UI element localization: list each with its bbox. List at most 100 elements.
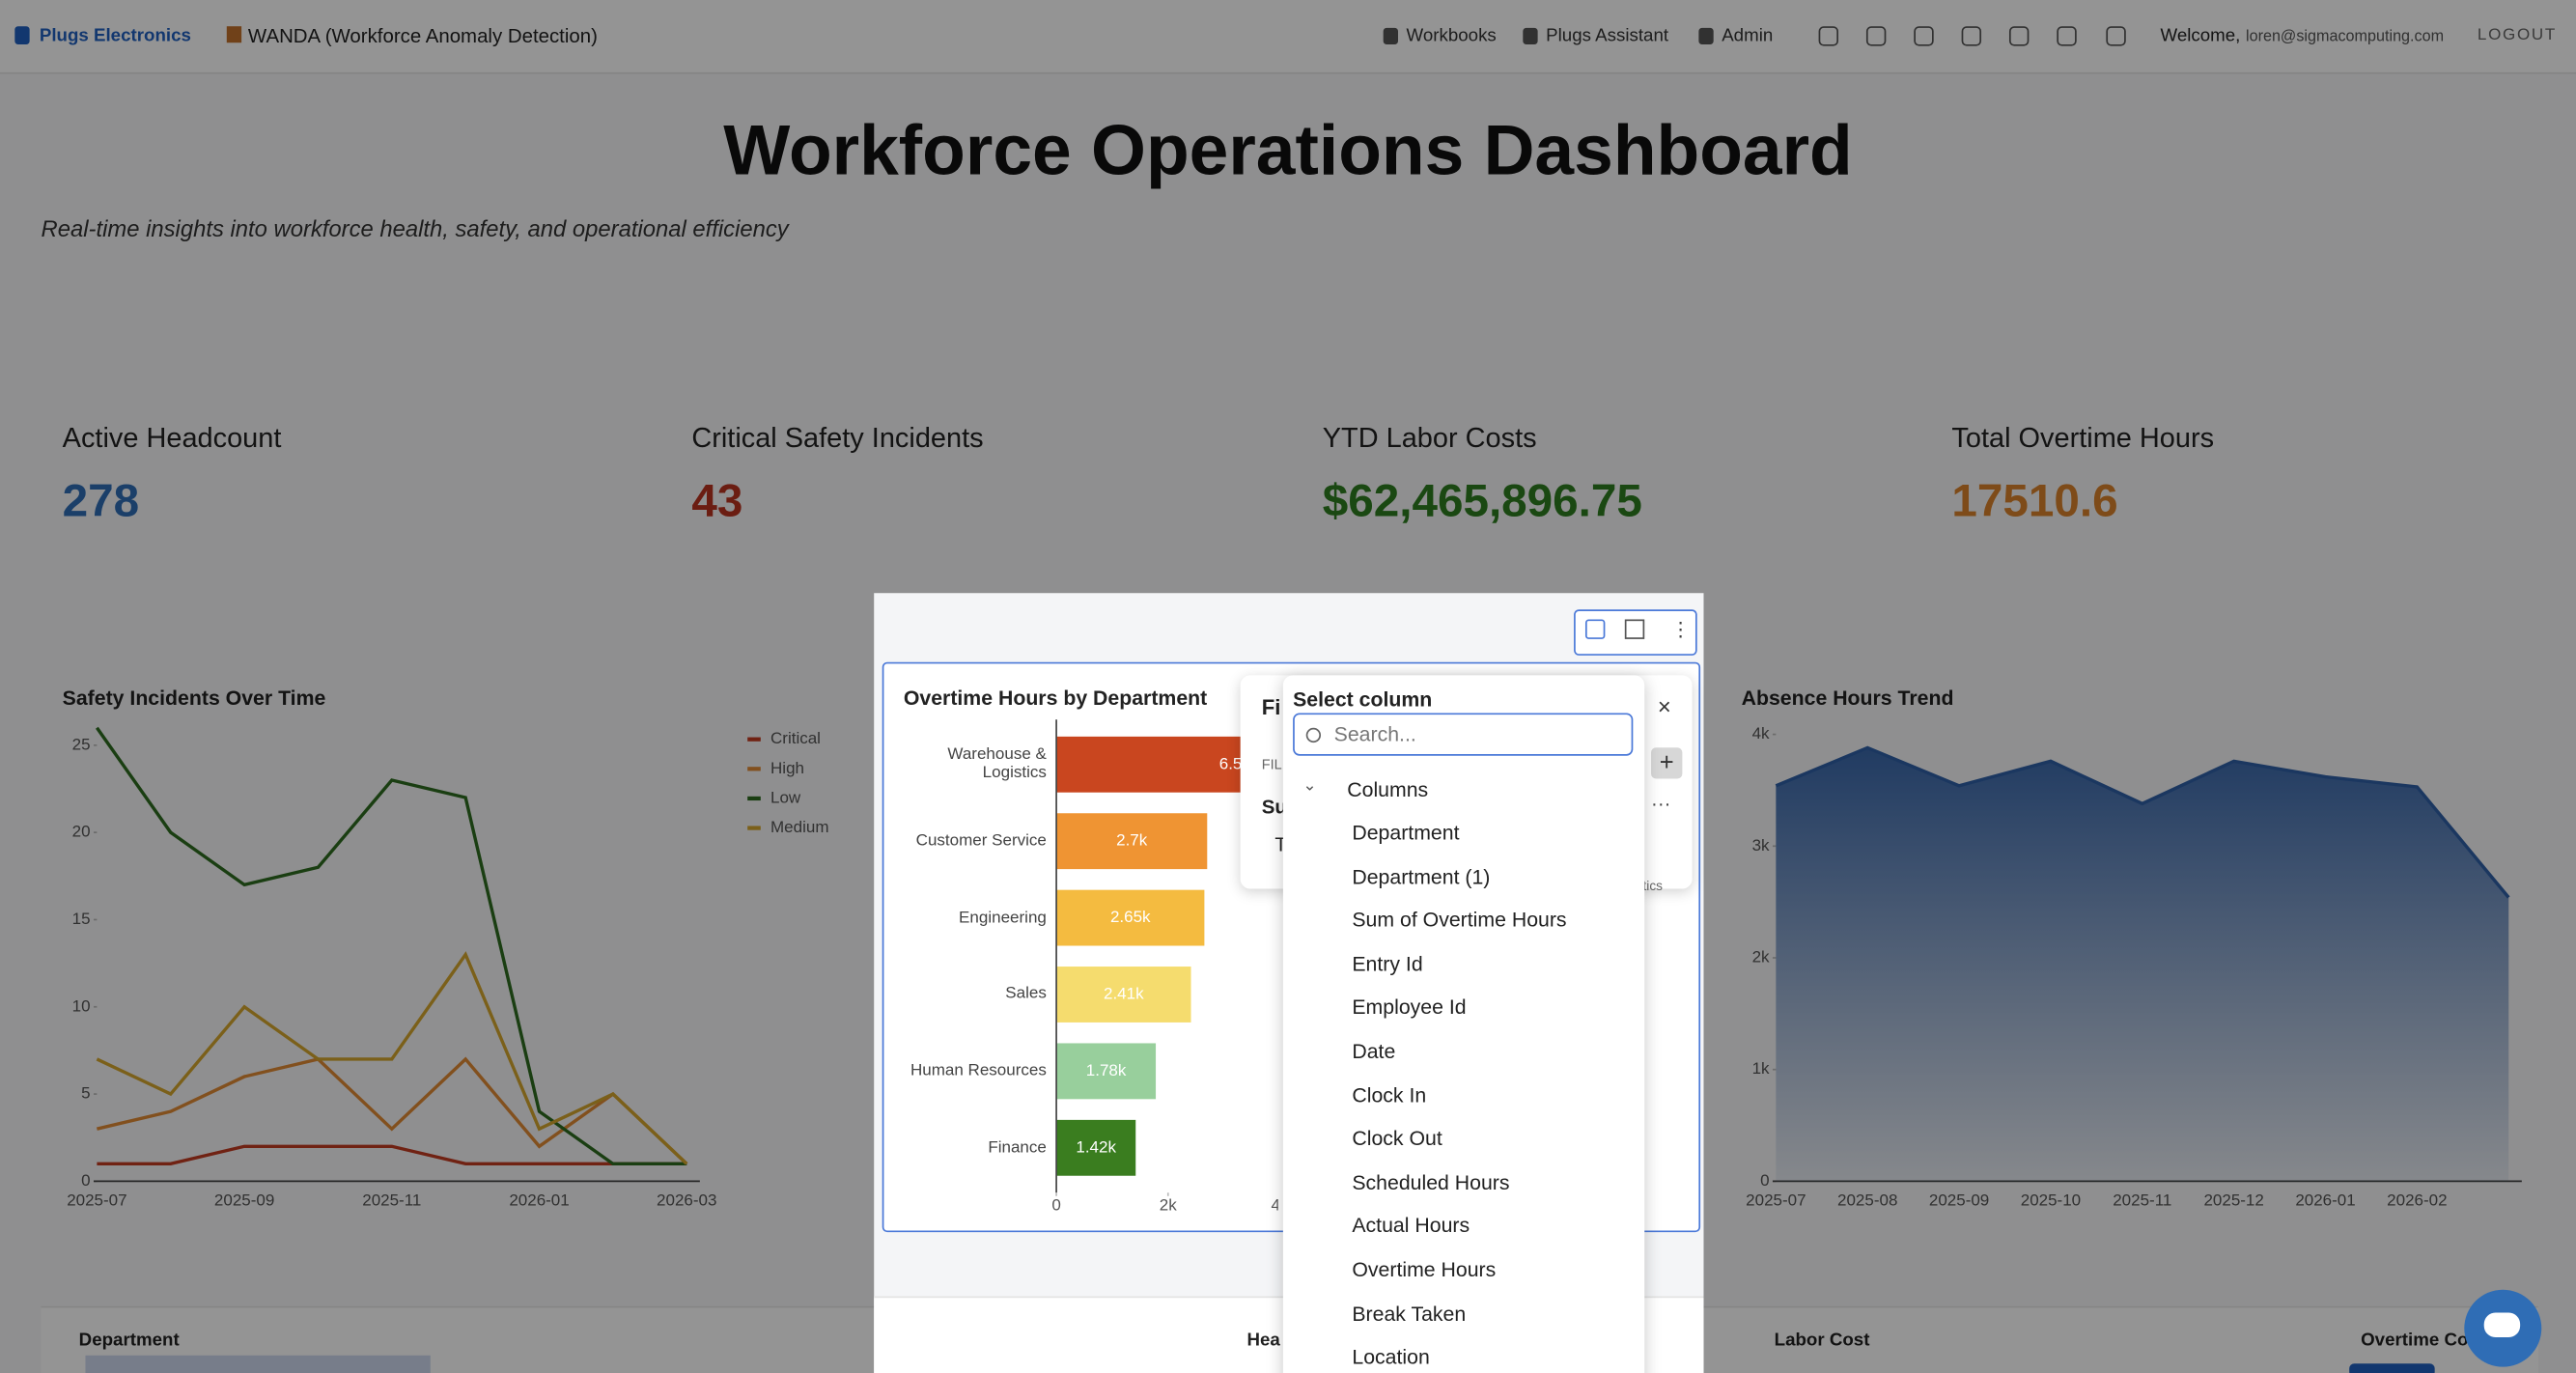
y-tick-label: Customer Service <box>915 831 1047 851</box>
column-option[interactable]: Location <box>1352 1345 1430 1369</box>
y-tick-label: 10 <box>72 996 91 1015</box>
column-option[interactable]: Clock Out <box>1352 1127 1442 1151</box>
close-button[interactable]: × <box>1657 693 1671 720</box>
table-header[interactable]: Overtime Cos <box>2361 1331 2478 1351</box>
app-name[interactable]: WANDA (Workforce Anomaly Detection) <box>247 24 598 48</box>
y-tick-label: Engineering <box>959 909 1047 927</box>
column-option[interactable]: Department <box>1352 821 1460 845</box>
brand[interactable]: Plugs Electronics <box>39 26 191 46</box>
search-input[interactable] <box>1293 713 1634 756</box>
kpi-label: Critical Safety Incidents <box>691 422 984 454</box>
icon-button[interactable] <box>1818 26 1839 46</box>
chart-title: Overtime Hours by Department <box>903 686 1208 711</box>
top-bar <box>0 0 2576 74</box>
filter-icon[interactable] <box>1584 619 1606 639</box>
page-subtitle: Real-time insights into workforce health… <box>41 214 789 242</box>
y-tick-label: 3k <box>1752 836 1770 855</box>
column-option[interactable]: Sum of Overtime Hours <box>1352 909 1567 933</box>
icon-button[interactable] <box>2008 26 2030 46</box>
nav-icon <box>1383 27 1399 44</box>
x-tick-label: 2025-11 <box>362 1191 421 1209</box>
bar-value-label: 2.41k <box>1104 984 1144 1002</box>
kpi-value: $62,465,896.75 <box>1322 474 1642 526</box>
x-tick-label: 2026-03 <box>657 1191 716 1209</box>
welcome: Welcome, <box>2160 26 2241 46</box>
x-tick-label: 2025-09 <box>1929 1191 1989 1209</box>
area-line <box>1775 745 2510 899</box>
column-option[interactable]: Date <box>1352 1040 1396 1063</box>
x-tick-label: 2025-09 <box>214 1191 274 1209</box>
bar <box>1056 967 1191 1023</box>
filter-label: FIL <box>1261 755 1282 772</box>
filter-note: tics <box>1642 879 1663 894</box>
kpi-label: Active Headcount <box>62 422 282 454</box>
legend-label: High <box>770 759 804 777</box>
icon-button[interactable] <box>2106 26 2126 46</box>
line-series <box>96 1056 688 1165</box>
table-header[interactable]: Labor Cost <box>1774 1331 1870 1351</box>
bar-value-label: 1.42k <box>1076 1137 1116 1156</box>
more-icon[interactable]: ⋮ <box>1670 617 1691 641</box>
legend-label: Low <box>770 788 801 806</box>
column-option[interactable]: Actual Hours <box>1352 1215 1470 1238</box>
kpi-value: 17510.6 <box>1951 474 2118 526</box>
x-tick-label: 2025-08 <box>1837 1191 1897 1209</box>
kpi-value: 43 <box>691 474 743 526</box>
bar <box>1056 1119 1136 1176</box>
column-group[interactable]: Columns <box>1347 778 1429 802</box>
bar <box>1056 813 1208 870</box>
y-tick-label: 1k <box>1752 1059 1770 1078</box>
icon-button[interactable] <box>2057 26 2077 46</box>
icon-button[interactable] <box>1865 26 1887 46</box>
x-tick-label: 2026-01 <box>509 1191 569 1209</box>
kpi-label: YTD Labor Costs <box>1322 422 1537 454</box>
column-option[interactable]: Break Taken <box>1352 1302 1467 1326</box>
logout[interactable]: LOGOUT <box>2477 26 2557 44</box>
legend-label: Critical <box>770 729 821 747</box>
y-tick-label: 20 <box>72 823 91 841</box>
filter-title: Fi <box>1261 694 1281 720</box>
filter-section: Su <box>1261 795 1287 819</box>
nav-link[interactable]: Workbooks <box>1406 26 1497 46</box>
icon-button[interactable] <box>1961 26 1982 46</box>
x-tick-label: 2025-10 <box>2021 1191 2081 1209</box>
column-option[interactable]: Scheduled Hours <box>1352 1170 1510 1194</box>
chevron[interactable]: ⌄ <box>1302 776 1317 796</box>
x-tick-label: 2025-11 <box>2113 1191 2171 1209</box>
table-icon[interactable] <box>1624 619 1645 639</box>
column-dropdown <box>1282 675 1645 1373</box>
nav-link[interactable]: Admin <box>1722 26 1774 46</box>
column-option[interactable]: Overtime Hours <box>1352 1258 1497 1282</box>
table-header[interactable]: Department <box>78 1331 180 1351</box>
x-tick-label: 4k <box>1272 1195 1289 1214</box>
table-header[interactable]: Hea <box>1246 1331 1280 1351</box>
line-series <box>97 1144 687 1166</box>
y-tick-label: 0 <box>81 1171 90 1190</box>
bar-value-label: 1.78k <box>1086 1061 1127 1079</box>
y-tick-label: 4k <box>1752 724 1770 743</box>
add-filter[interactable]: + <box>1651 747 1683 779</box>
y-tick-label: 0 <box>1760 1171 1769 1190</box>
more-button[interactable]: ··· <box>1651 792 1671 815</box>
icon-button[interactable] <box>1914 26 1934 46</box>
column-option[interactable]: Entry Id <box>1352 952 1423 976</box>
column-option[interactable]: Employee Id <box>1352 995 1467 1020</box>
line-series <box>96 951 688 1165</box>
line-series <box>95 726 687 1166</box>
search-placeholder: Search... <box>1333 722 1416 746</box>
chart-title: Absence Hours Trend <box>1741 686 1954 711</box>
nav-link[interactable]: Plugs Assistant <box>1546 26 1669 46</box>
y-tick-label: Warehouse & Logistics <box>947 746 1047 783</box>
column-option[interactable]: Department (1) <box>1352 865 1491 888</box>
data-bar <box>85 1355 431 1373</box>
y-tick-label: 25 <box>72 735 91 753</box>
column-option[interactable]: Clock In <box>1352 1083 1427 1107</box>
y-tick-label: 5 <box>81 1084 90 1103</box>
kpi-value: 278 <box>62 474 140 526</box>
page-title: Workforce Operations Dashboard <box>723 111 1853 191</box>
button[interactable] <box>2349 1363 2435 1373</box>
x-tick-label: 2025-07 <box>1746 1191 1806 1209</box>
nav-icon <box>1523 27 1538 44</box>
y-tick-label: 15 <box>72 910 91 928</box>
